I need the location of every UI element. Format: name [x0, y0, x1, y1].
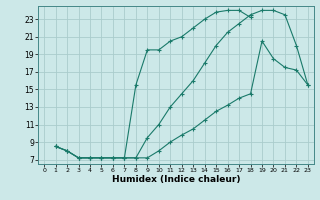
X-axis label: Humidex (Indice chaleur): Humidex (Indice chaleur) — [112, 175, 240, 184]
